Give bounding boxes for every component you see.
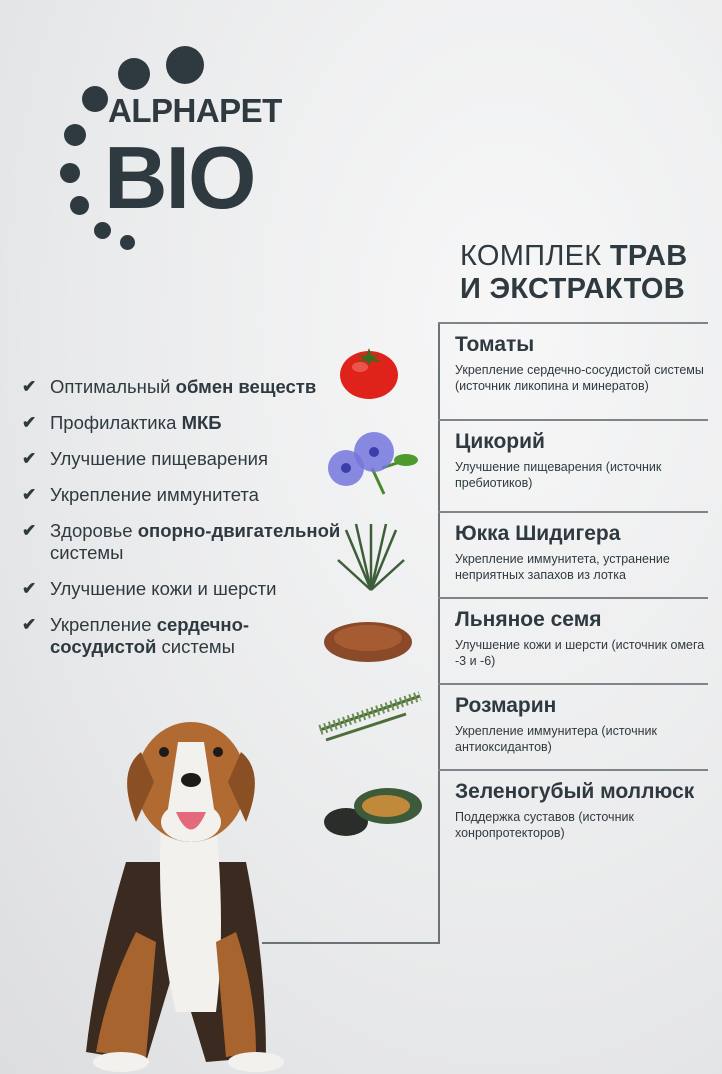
- row-divider: [438, 511, 708, 513]
- ingredient-rosemary: Розмарин Укрепление иммунитера (источник …: [455, 693, 717, 755]
- checkmark-icon: ✔: [22, 615, 37, 634]
- ingredient-description: Укрепление иммунитера (источник антиокси…: [455, 724, 657, 754]
- benefit-text: обмен веществ: [175, 376, 317, 397]
- mussel-icon: [324, 788, 422, 836]
- heading-part: И ЭКСТРАКТОВ: [460, 273, 686, 305]
- row-divider: [438, 597, 708, 599]
- benefit-item: ✔ Профилактика МКБ: [22, 412, 342, 434]
- ingredient-chicory-flower: Цикорий Улучшение пищеварения (источник п…: [455, 429, 717, 491]
- heading-part: КОМПЛЕК: [460, 240, 610, 272]
- ingredient-description: Улучшение пищеварения (источник пребиоти…: [455, 460, 662, 490]
- benefit-item: ✔ Улучшение пищеварения: [22, 448, 342, 470]
- row-divider: [438, 419, 708, 421]
- ingredient-description: Укрепление сердечно-сосудистой системы (…: [455, 363, 704, 393]
- ingredient-flax-seeds: Льняное семя Улучшение кожи и шерсти (ист…: [455, 607, 717, 669]
- chicory-flower-icon: [328, 432, 418, 495]
- checkmark-icon: ✔: [22, 413, 37, 432]
- benefit-item: ✔ Здоровье опорно-двигательной системы: [22, 520, 342, 564]
- section-heading: КОМПЛЕК ТРАВ И ЭКСТРАКТОВ: [460, 240, 687, 306]
- benefit-text: системы: [50, 542, 124, 563]
- checkmark-icon: ✔: [22, 521, 37, 540]
- benefit-text: сердечно-сосудистой: [50, 614, 250, 657]
- benefit-text: Укрепление иммунитета: [50, 484, 259, 505]
- benefit-text: системы: [156, 636, 235, 657]
- checkmark-icon: ✔: [22, 377, 37, 396]
- benefit-item: ✔ Улучшение кожи и шерсти: [22, 578, 342, 600]
- ingredient-tomato: Томаты Укрепление сердечно-сосудистой сис…: [455, 332, 717, 394]
- ingredient-mussel: Зеленогубый моллюск Поддержка суставов (и…: [455, 779, 717, 841]
- divider-vertical: [438, 322, 440, 943]
- checkmark-icon: ✔: [22, 579, 37, 598]
- benefit-item: ✔ Оптимальный обмен веществ: [22, 376, 342, 398]
- ingredient-name: Томаты: [455, 333, 535, 356]
- ingredient-name: Льняное семя: [455, 608, 602, 631]
- benefit-text: Оптимальный: [50, 376, 176, 397]
- divider-bottom: [262, 942, 440, 944]
- benefit-text: Улучшение пищеварения: [50, 448, 269, 469]
- beagle-puppy-image: [86, 722, 284, 1072]
- benefit-text: МКБ: [181, 412, 222, 433]
- row-divider: [438, 683, 708, 685]
- logo-text-bio: BIO: [104, 128, 256, 227]
- ingredient-description: Улучшение кожи и шерсти (источник омега …: [455, 638, 705, 668]
- checkmark-icon: ✔: [22, 485, 37, 504]
- row-divider: [438, 322, 708, 324]
- benefit-text: Улучшение кожи и шерсти: [50, 578, 277, 599]
- benefit-text: Профилактика: [50, 412, 182, 433]
- checkmark-icon: ✔: [22, 449, 37, 468]
- ingredient-description: Поддержка суставов (источник хонропротек…: [455, 810, 634, 840]
- tomato-icon: [340, 348, 398, 399]
- ingredient-name: Цикорий: [455, 430, 545, 453]
- flax-seeds-icon: [324, 622, 412, 662]
- benefit-item: ✔ Укрепление иммунитета: [22, 484, 342, 506]
- ingredient-yucca: Юкка Шидигера Укрепление иммунитета, устр…: [455, 521, 717, 583]
- heading-part: ТРАВ: [609, 240, 688, 272]
- benefit-text: опорно-двигательной: [137, 520, 341, 541]
- rosemary-icon: [318, 691, 422, 742]
- logo-text-alphapet: ALPHAPET: [108, 92, 282, 129]
- yucca-icon: [337, 523, 405, 591]
- ingredient-name: Юкка Шидигера: [455, 522, 621, 545]
- ingredient-name: Розмарин: [455, 694, 557, 717]
- row-divider: [438, 769, 708, 771]
- benefit-text: Здоровье: [50, 520, 138, 541]
- benefit-text: Укрепление: [50, 614, 157, 635]
- ingredient-description: Укрепление иммунитета, устранение неприя…: [455, 552, 670, 582]
- benefits-list: ✔ Оптимальный обмен веществ ✔ Профилактика …: [22, 376, 342, 672]
- ingredient-name: Зеленогубый моллюск: [455, 780, 695, 803]
- benefit-item: ✔ Укрепление сердечно-сосудистой системы: [22, 614, 342, 658]
